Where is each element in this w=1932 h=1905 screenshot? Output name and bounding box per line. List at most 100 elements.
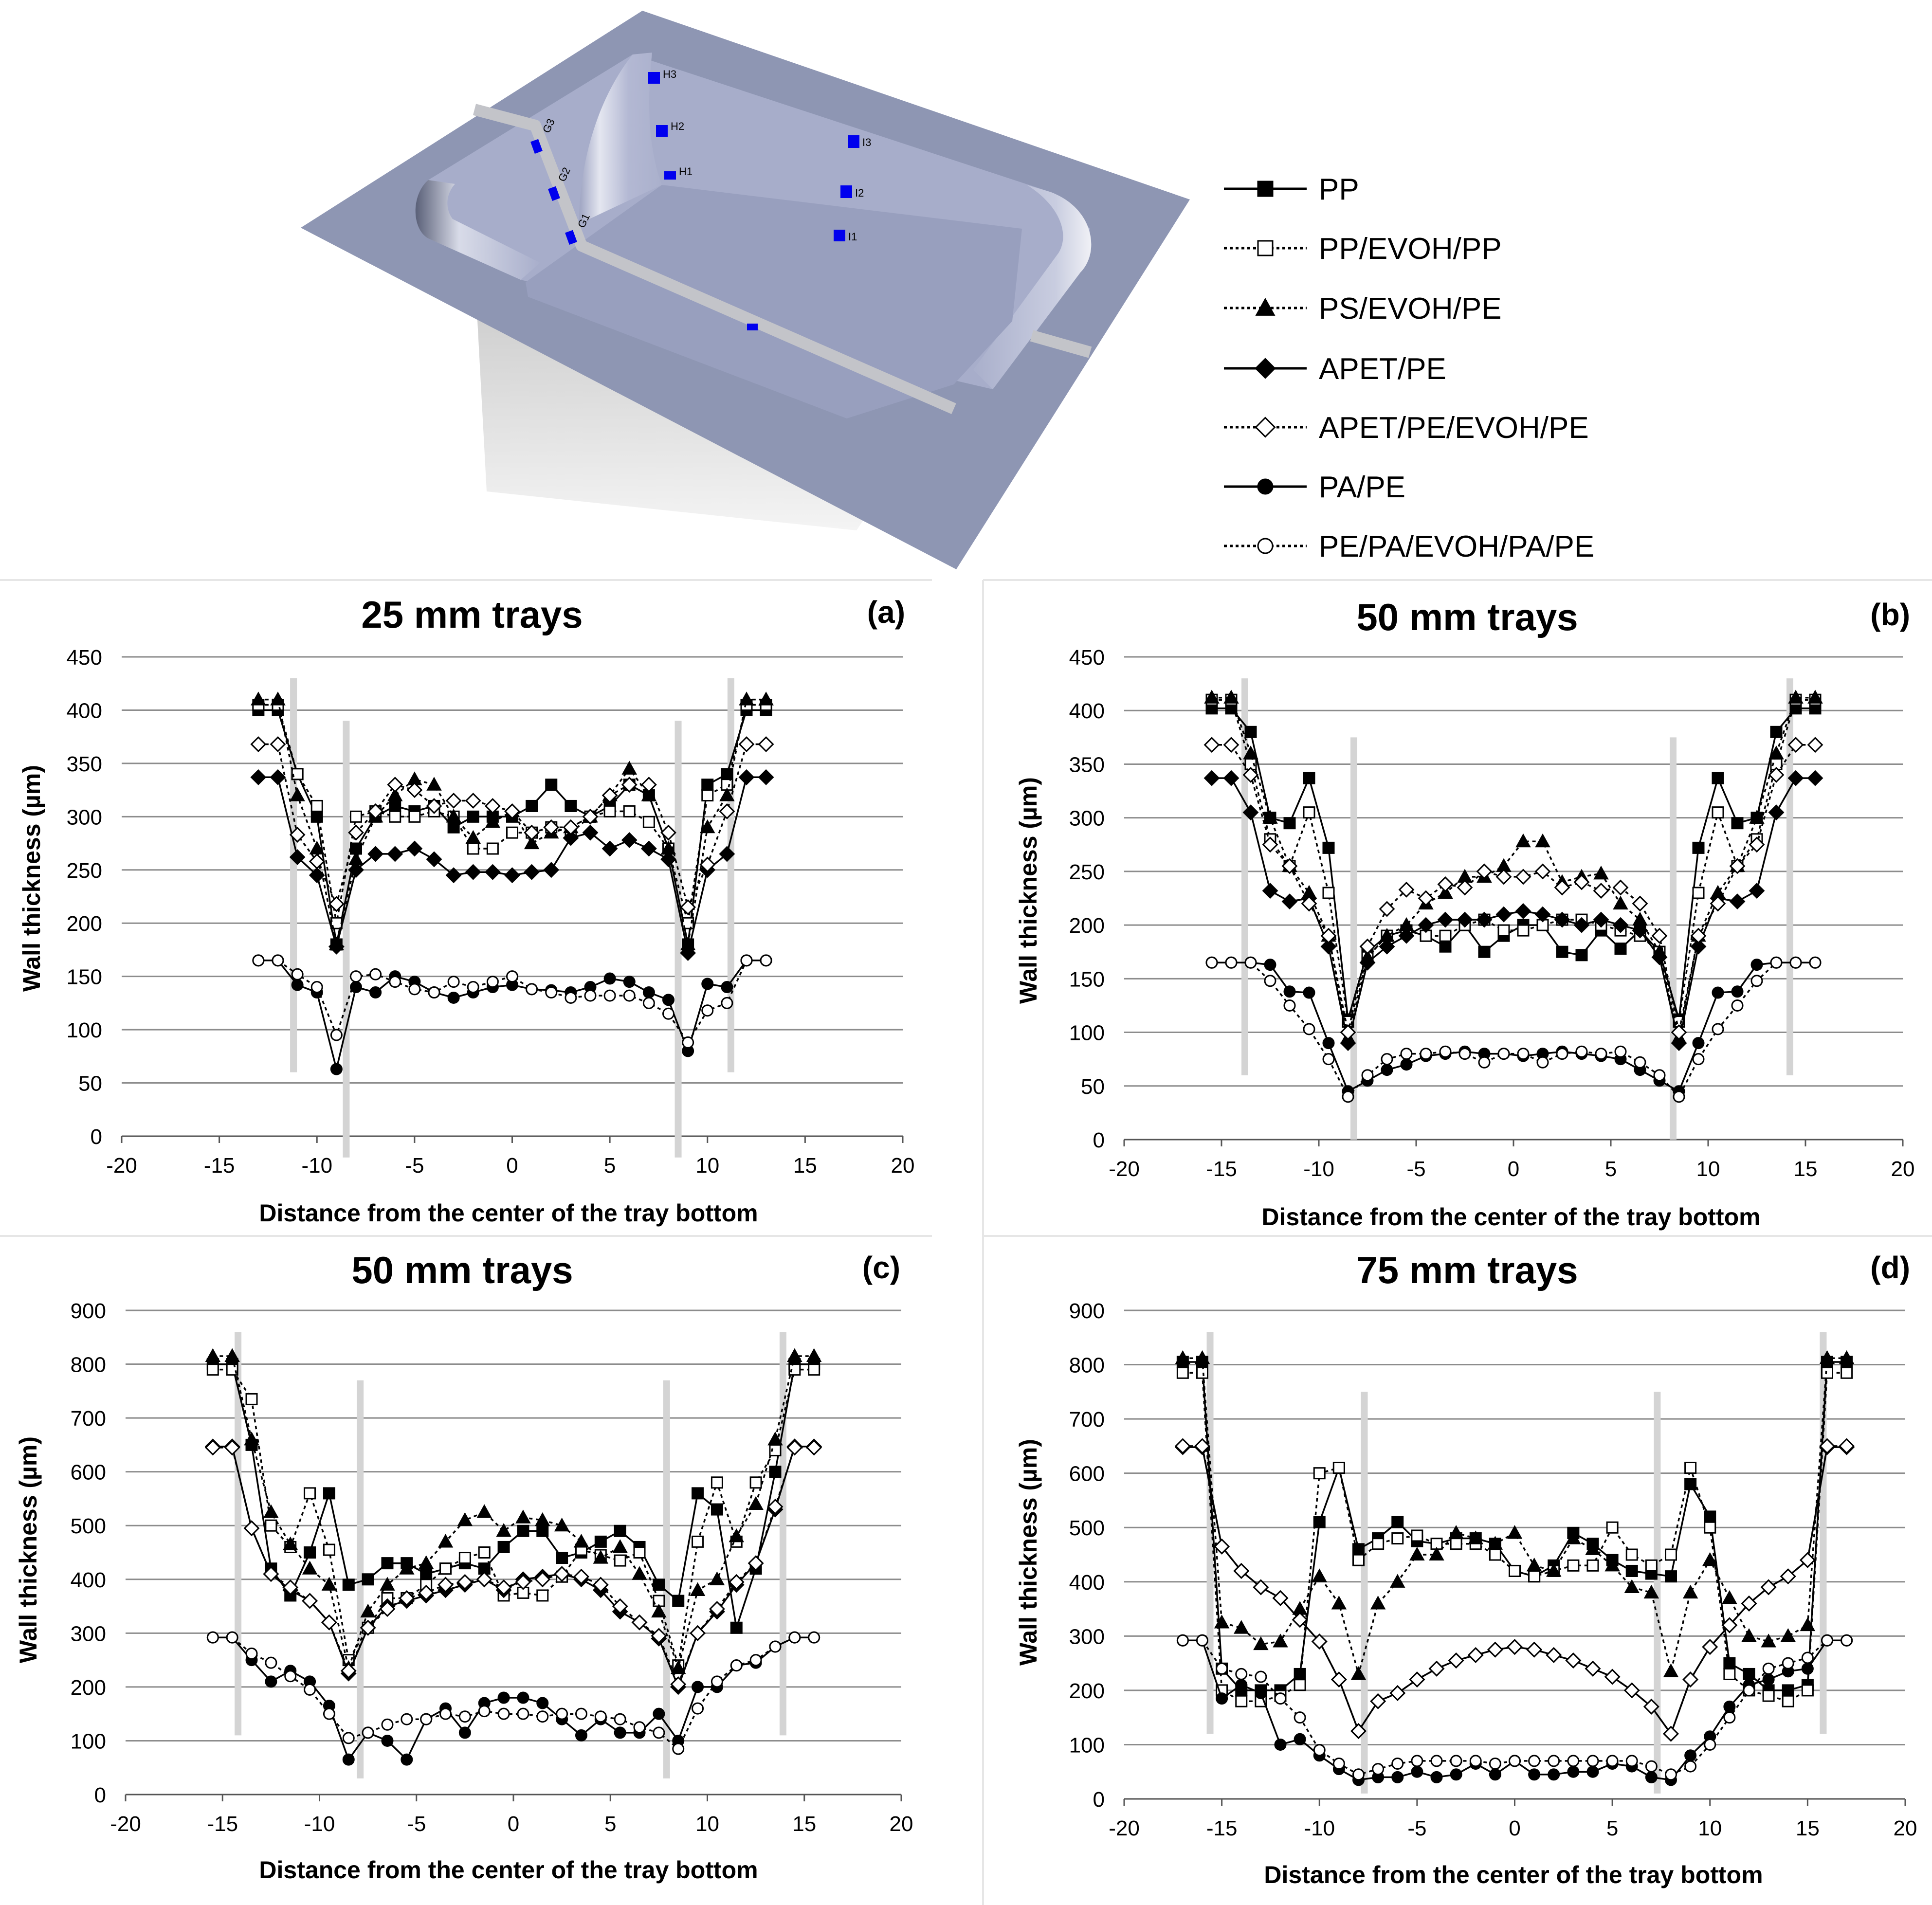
data-point — [709, 1601, 725, 1617]
data-point — [1548, 1755, 1560, 1767]
data-point — [680, 945, 696, 961]
data-point — [1225, 956, 1238, 969]
data-point — [1673, 1090, 1685, 1103]
data-point — [1272, 1590, 1289, 1606]
data-point — [1458, 1048, 1471, 1060]
data-point — [1439, 940, 1452, 953]
data-point — [1390, 1574, 1405, 1588]
data-point — [603, 972, 616, 985]
legend-label-pp: PP — [1319, 173, 1359, 206]
y-tick-label: 200 — [71, 1676, 106, 1700]
data-point — [653, 1707, 665, 1720]
y-tick-label: 100 — [71, 1729, 106, 1753]
data-point — [342, 1578, 355, 1591]
data-point — [653, 1578, 665, 1591]
data-point — [291, 968, 304, 980]
measurement-marker — [548, 186, 560, 201]
data-point — [342, 1753, 355, 1766]
data-point — [1244, 726, 1257, 738]
measurement-marker — [648, 72, 660, 84]
legend-marker-pe-pa-evoh-pa-pe — [1257, 538, 1274, 554]
data-point — [1528, 1755, 1541, 1767]
chart-title: 75 mm trays — [1356, 1249, 1578, 1291]
x-tick-label: 5 — [604, 1812, 616, 1836]
data-point — [408, 983, 421, 996]
data-point — [1801, 1684, 1814, 1697]
data-point — [1411, 1755, 1423, 1767]
chart-panel-c: 50 mm trays (c) Distance from the center… — [15, 1249, 913, 1884]
data-point — [362, 1726, 374, 1739]
series-apet-pe-evoh-pe — [204, 1439, 822, 1692]
legend-marker-symbol-ps-evoh-pe — [1255, 297, 1276, 316]
data-point — [1782, 1684, 1794, 1697]
data-point — [1528, 1570, 1541, 1583]
section-line — [473, 104, 956, 414]
guide-bars — [235, 1332, 786, 1778]
data-point — [1712, 806, 1724, 819]
data-point — [476, 1504, 492, 1518]
legend-marker-symbol-pp — [1257, 181, 1274, 197]
y-tick-label: 150 — [1069, 967, 1105, 991]
data-point — [1457, 911, 1473, 928]
data-point — [1625, 1564, 1638, 1577]
gridlines — [125, 1309, 902, 1801]
data-point — [573, 1568, 589, 1585]
data-point — [465, 864, 481, 880]
data-point — [1320, 927, 1337, 944]
data-point — [323, 1543, 335, 1556]
data-point — [1176, 1634, 1189, 1647]
data-point — [517, 1707, 529, 1720]
data-point — [690, 1582, 706, 1596]
data-point — [1819, 1350, 1835, 1364]
legend-marker-symbol-apet-pe-evoh-pe — [1255, 417, 1276, 438]
data-point — [767, 1432, 783, 1446]
data-point — [662, 994, 674, 1006]
data-point — [573, 1534, 589, 1548]
data-point — [456, 1574, 473, 1590]
data-point — [672, 1742, 685, 1755]
data-point — [582, 808, 599, 825]
data-point — [1340, 1024, 1356, 1040]
data-point — [484, 864, 501, 880]
data-point — [1214, 1615, 1230, 1629]
data-point — [594, 1535, 607, 1548]
data-point — [769, 1640, 782, 1653]
data-point — [428, 986, 440, 998]
data-point — [593, 1550, 609, 1564]
y-axis-label: Wall thickness (µm) — [1015, 1439, 1042, 1666]
data-point — [769, 1466, 782, 1478]
data-point — [1204, 689, 1220, 704]
data-point — [1788, 689, 1804, 704]
data-point — [1398, 881, 1415, 898]
data-point — [263, 1566, 279, 1582]
data-point — [465, 793, 481, 809]
data-point — [420, 1713, 433, 1725]
legend-item: PA/PE — [1224, 471, 1405, 504]
x-tick-label: 20 — [891, 1154, 915, 1178]
data-point — [1692, 1053, 1705, 1066]
data-point — [478, 1546, 491, 1559]
legend-marker-symbol-pa-pe — [1257, 478, 1274, 495]
series-pa-pe — [252, 954, 772, 1075]
chart-panel-d: 75 mm trays (d) Distance from the center… — [1015, 1249, 1917, 1888]
data-point — [1526, 1641, 1543, 1658]
data-point — [1768, 804, 1785, 821]
measurement-marker — [834, 230, 845, 241]
data-point — [1782, 1695, 1794, 1707]
data-point — [506, 970, 518, 983]
data-point — [1528, 1768, 1541, 1781]
data-point — [719, 803, 735, 819]
data-point — [321, 1577, 337, 1591]
data-point — [458, 1710, 471, 1723]
data-point — [1819, 1438, 1835, 1454]
data-point — [1585, 1660, 1601, 1677]
data-point — [1625, 1548, 1638, 1561]
data-point — [369, 968, 382, 980]
data-point — [642, 986, 655, 998]
data-point — [439, 1707, 452, 1720]
data-point — [1702, 1639, 1718, 1655]
y-tick-label: 50 — [78, 1072, 102, 1096]
data-point — [1457, 879, 1473, 896]
data-point — [426, 851, 442, 868]
series-line-apet-pe-evoh-pe — [258, 743, 766, 910]
